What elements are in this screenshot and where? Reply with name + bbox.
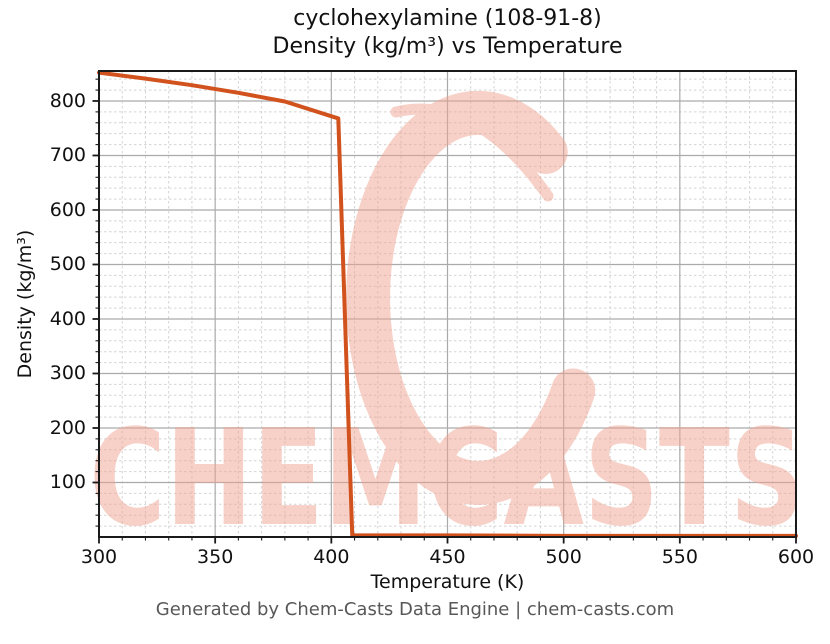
series-density (97, 70, 798, 538)
watermark-text: CHEMCASTS (89, 401, 804, 556)
watermark-logo: CHEMCASTS (89, 90, 805, 556)
watermark-inner-swoosh (390, 103, 554, 202)
plot-frame (92, 70, 797, 544)
density-line (97, 70, 798, 538)
